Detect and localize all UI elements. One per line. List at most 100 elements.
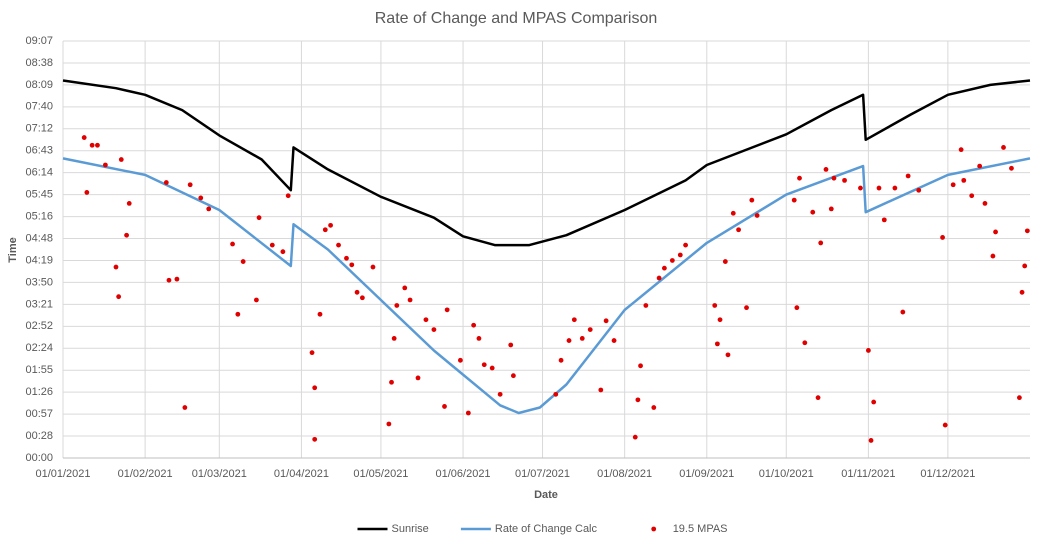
point xyxy=(166,277,172,283)
point xyxy=(489,365,495,371)
point xyxy=(198,195,204,201)
point xyxy=(961,177,967,183)
point xyxy=(643,303,649,308)
point xyxy=(868,438,874,443)
point xyxy=(831,175,837,181)
point xyxy=(958,147,964,153)
point xyxy=(669,258,675,263)
point xyxy=(815,395,821,401)
point xyxy=(656,275,662,281)
y-tick-label: 00:57 xyxy=(25,408,53,420)
point xyxy=(881,217,887,223)
legend-label: Rate of Change Calc xyxy=(495,523,598,535)
point xyxy=(942,422,948,428)
legend-item: 19.5 MPAS xyxy=(651,523,728,535)
legend-label: Sunrise xyxy=(392,523,429,535)
point xyxy=(359,295,365,301)
point xyxy=(871,399,877,405)
x-tick-label: 01/12/2021 xyxy=(920,468,975,480)
point xyxy=(842,177,847,183)
legend-label: 19.5 MPAS xyxy=(673,523,728,535)
y-tick-label: 00:28 xyxy=(25,430,53,442)
point xyxy=(754,213,760,218)
point xyxy=(810,209,816,215)
point xyxy=(349,262,355,268)
x-tick-label: 01/08/2021 xyxy=(597,468,652,480)
point xyxy=(354,289,360,295)
point xyxy=(990,253,996,259)
y-tick-label: 02:52 xyxy=(25,320,53,332)
point xyxy=(722,259,728,264)
point xyxy=(730,210,736,216)
point xyxy=(394,303,400,308)
point xyxy=(391,335,397,341)
point xyxy=(174,276,180,282)
x-tick-label: 01/01/2021 xyxy=(35,468,90,480)
point xyxy=(95,142,100,148)
x-tick-label: 01/02/2021 xyxy=(118,468,173,480)
point xyxy=(102,162,108,168)
point xyxy=(118,157,124,162)
point xyxy=(900,309,906,315)
point xyxy=(553,391,559,397)
point xyxy=(677,252,683,258)
y-axis-label: Time xyxy=(7,237,19,262)
point xyxy=(312,385,318,391)
point xyxy=(256,215,262,221)
point xyxy=(791,197,797,203)
point xyxy=(940,235,945,240)
x-tick-label: 01/11/2021 xyxy=(841,468,895,480)
point xyxy=(84,190,90,195)
point xyxy=(370,264,376,270)
point xyxy=(285,193,291,199)
point xyxy=(1009,165,1014,171)
point xyxy=(744,305,749,311)
point xyxy=(982,201,988,206)
y-tick-label: 07:40 xyxy=(25,101,53,113)
x-tick-label: 01/04/2021 xyxy=(274,468,329,480)
x-tick-label: 01/06/2021 xyxy=(436,468,491,480)
point xyxy=(442,404,447,409)
point xyxy=(598,387,604,393)
point xyxy=(651,405,657,410)
point xyxy=(823,166,829,172)
point xyxy=(508,342,514,348)
y-tick-label: 05:45 xyxy=(25,189,53,201)
point xyxy=(254,297,259,303)
point xyxy=(235,311,241,317)
point xyxy=(423,317,429,323)
point xyxy=(635,397,641,403)
point xyxy=(269,242,275,248)
point xyxy=(465,410,471,416)
point xyxy=(124,232,129,238)
point xyxy=(312,436,318,442)
point xyxy=(892,185,898,191)
point xyxy=(579,335,585,341)
point xyxy=(163,180,169,185)
x-tick-label: 01/10/2021 xyxy=(759,468,814,480)
point xyxy=(611,338,617,343)
point xyxy=(113,264,119,270)
legend-item: Sunrise xyxy=(357,523,429,535)
point xyxy=(865,348,871,353)
point xyxy=(1017,395,1022,401)
point xyxy=(566,338,572,343)
point xyxy=(818,240,824,246)
point xyxy=(322,227,328,233)
y-tick-label: 04:48 xyxy=(25,232,53,244)
point xyxy=(1022,263,1028,269)
point xyxy=(444,307,450,313)
point xyxy=(876,185,882,191)
x-axis-label: Date xyxy=(534,489,558,501)
point xyxy=(683,242,688,248)
point xyxy=(510,373,516,379)
point xyxy=(182,405,188,410)
point xyxy=(280,249,286,255)
point xyxy=(712,303,718,308)
point xyxy=(1019,289,1025,295)
point xyxy=(309,350,315,356)
point xyxy=(1001,145,1006,150)
point xyxy=(603,318,609,324)
point xyxy=(993,229,998,235)
